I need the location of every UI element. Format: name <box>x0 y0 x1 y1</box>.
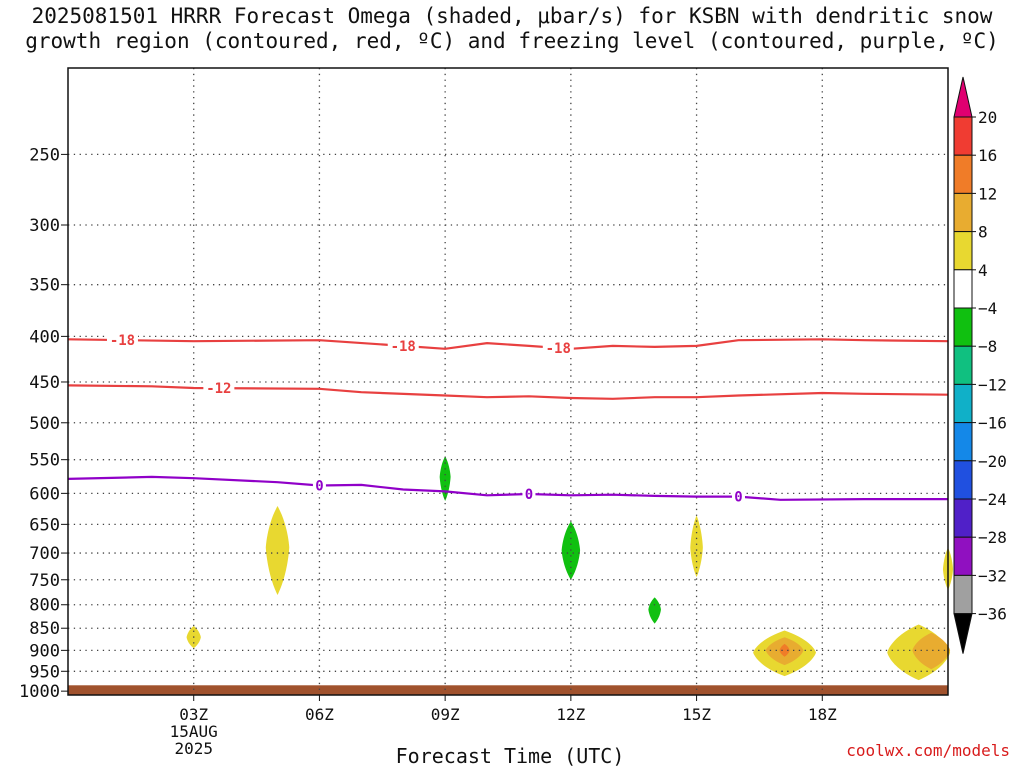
omega-feature-11 <box>779 643 790 657</box>
y-tick-label: 250 <box>29 145 60 165</box>
colorbar-label: 16 <box>978 146 997 165</box>
y-tick-label: 750 <box>29 571 60 591</box>
colorbar-label: −32 <box>978 566 1007 585</box>
x-tick-label: 09Z <box>431 705 460 724</box>
contour-label-bg <box>522 486 536 503</box>
ground-fill <box>68 685 948 695</box>
contour-label-bg <box>203 380 235 397</box>
colorbar-segment <box>953 307 973 347</box>
credit-link[interactable]: coolwx.com/models <box>846 741 1010 760</box>
colorbar-segment <box>953 498 973 538</box>
colorbar-segment <box>953 345 973 385</box>
x-tick-label: 18Z <box>808 705 837 724</box>
omega-shading-layer <box>186 456 954 681</box>
colorbar-segment <box>953 192 973 233</box>
contour-0 <box>67 338 949 350</box>
colorbar-segment <box>953 269 973 309</box>
chart-title: 2025081501 HRRR Forecast Omega (shaded, … <box>0 4 1024 54</box>
x-tick-label: 06Z <box>305 705 334 724</box>
x-tick-label: 03Z <box>179 705 208 724</box>
omega-feature-1 <box>265 506 290 595</box>
date-label: 15AUG <box>170 722 218 741</box>
omega-feature-10 <box>912 632 951 670</box>
y-tick-label: 500 <box>29 414 60 434</box>
plot-frame <box>67 67 949 696</box>
contour-label: 0 <box>315 479 323 495</box>
contour-label: 0 <box>525 487 533 503</box>
colorbar-label: −20 <box>978 452 1007 471</box>
grid-layer <box>68 68 948 695</box>
y-tick-label: 450 <box>29 373 60 393</box>
colorbar-label: 4 <box>978 261 988 280</box>
x-tick-label: 12Z <box>556 705 585 724</box>
contour-label: -18 <box>546 341 571 357</box>
x-tick-label: 15Z <box>682 705 711 724</box>
y-tick-label: 800 <box>29 596 60 616</box>
contour-2 <box>67 475 948 501</box>
colorbar-top-arrow <box>953 76 973 118</box>
y-tick-label: 950 <box>29 662 60 682</box>
contour-label-bg <box>387 337 419 354</box>
colorbar-label: −24 <box>978 490 1007 509</box>
colorbar-segment <box>953 422 973 462</box>
contour-label: 0 <box>734 490 742 506</box>
contour-1 <box>67 384 949 400</box>
omega-feature-2 <box>439 456 451 502</box>
colorbar-segment <box>953 460 973 500</box>
y-tick-label: 300 <box>29 216 60 236</box>
colorbar-segment <box>953 231 973 271</box>
contour-layer: -18 -18 -18 -12 0 0 0 <box>67 332 949 506</box>
colorbar-segment <box>953 116 973 156</box>
y-tick-label: 1000 <box>19 682 60 702</box>
colorbar-label: 8 <box>978 223 988 242</box>
contour-label-bg <box>731 488 745 505</box>
colorbar-segment <box>953 574 973 615</box>
colorbar-bottom-arrow <box>953 613 973 654</box>
omega-feature-4 <box>648 597 661 624</box>
axes-layer: 2503003504004505005506006507007508008509… <box>19 67 949 758</box>
colorbar-label: −28 <box>978 528 1007 547</box>
y-tick-label: 600 <box>29 484 60 504</box>
y-tick-label: 700 <box>29 544 60 564</box>
y-tick-label: 350 <box>29 276 60 296</box>
colorbar-label: 20 <box>978 108 997 127</box>
colorbar-label: −16 <box>978 414 1007 433</box>
y-tick-label: 650 <box>29 515 60 535</box>
ground-layer <box>68 685 948 695</box>
omega-feature-5 <box>690 515 703 578</box>
colorbar-segment <box>953 154 973 194</box>
contour-label: -18 <box>391 339 416 355</box>
colorbar-segment <box>953 383 973 424</box>
date-label: 2025 <box>174 739 213 758</box>
colorbar-segment <box>953 536 973 576</box>
colorbar-label: 12 <box>978 184 997 203</box>
y-tick-label: 550 <box>29 451 60 471</box>
contour-label-bg <box>106 332 138 349</box>
contour-label-bg <box>312 477 326 494</box>
y-tick-label: 900 <box>29 641 60 661</box>
contour-label: -18 <box>110 333 135 349</box>
contour-label-bg <box>542 339 574 356</box>
contour-label: -12 <box>206 381 231 397</box>
colorbar-label: −36 <box>978 605 1007 624</box>
colorbar-label: −8 <box>978 337 997 356</box>
y-tick-label: 850 <box>29 619 60 639</box>
x-axis-label: Forecast Time (UTC) <box>395 744 625 768</box>
colorbar-label: −12 <box>978 375 1007 394</box>
y-tick-label: 400 <box>29 327 60 347</box>
title-line-2: growth region (contoured, red, ºC) and f… <box>25 29 999 53</box>
colorbar-label: −4 <box>978 299 997 318</box>
title-line-1: 2025081501 HRRR Forecast Omega (shaded, … <box>31 4 993 28</box>
colorbar: 20 16 12 8 4 −4 −8 −12 −16 −20 −24 −28 −32 −36 <box>953 76 1007 654</box>
